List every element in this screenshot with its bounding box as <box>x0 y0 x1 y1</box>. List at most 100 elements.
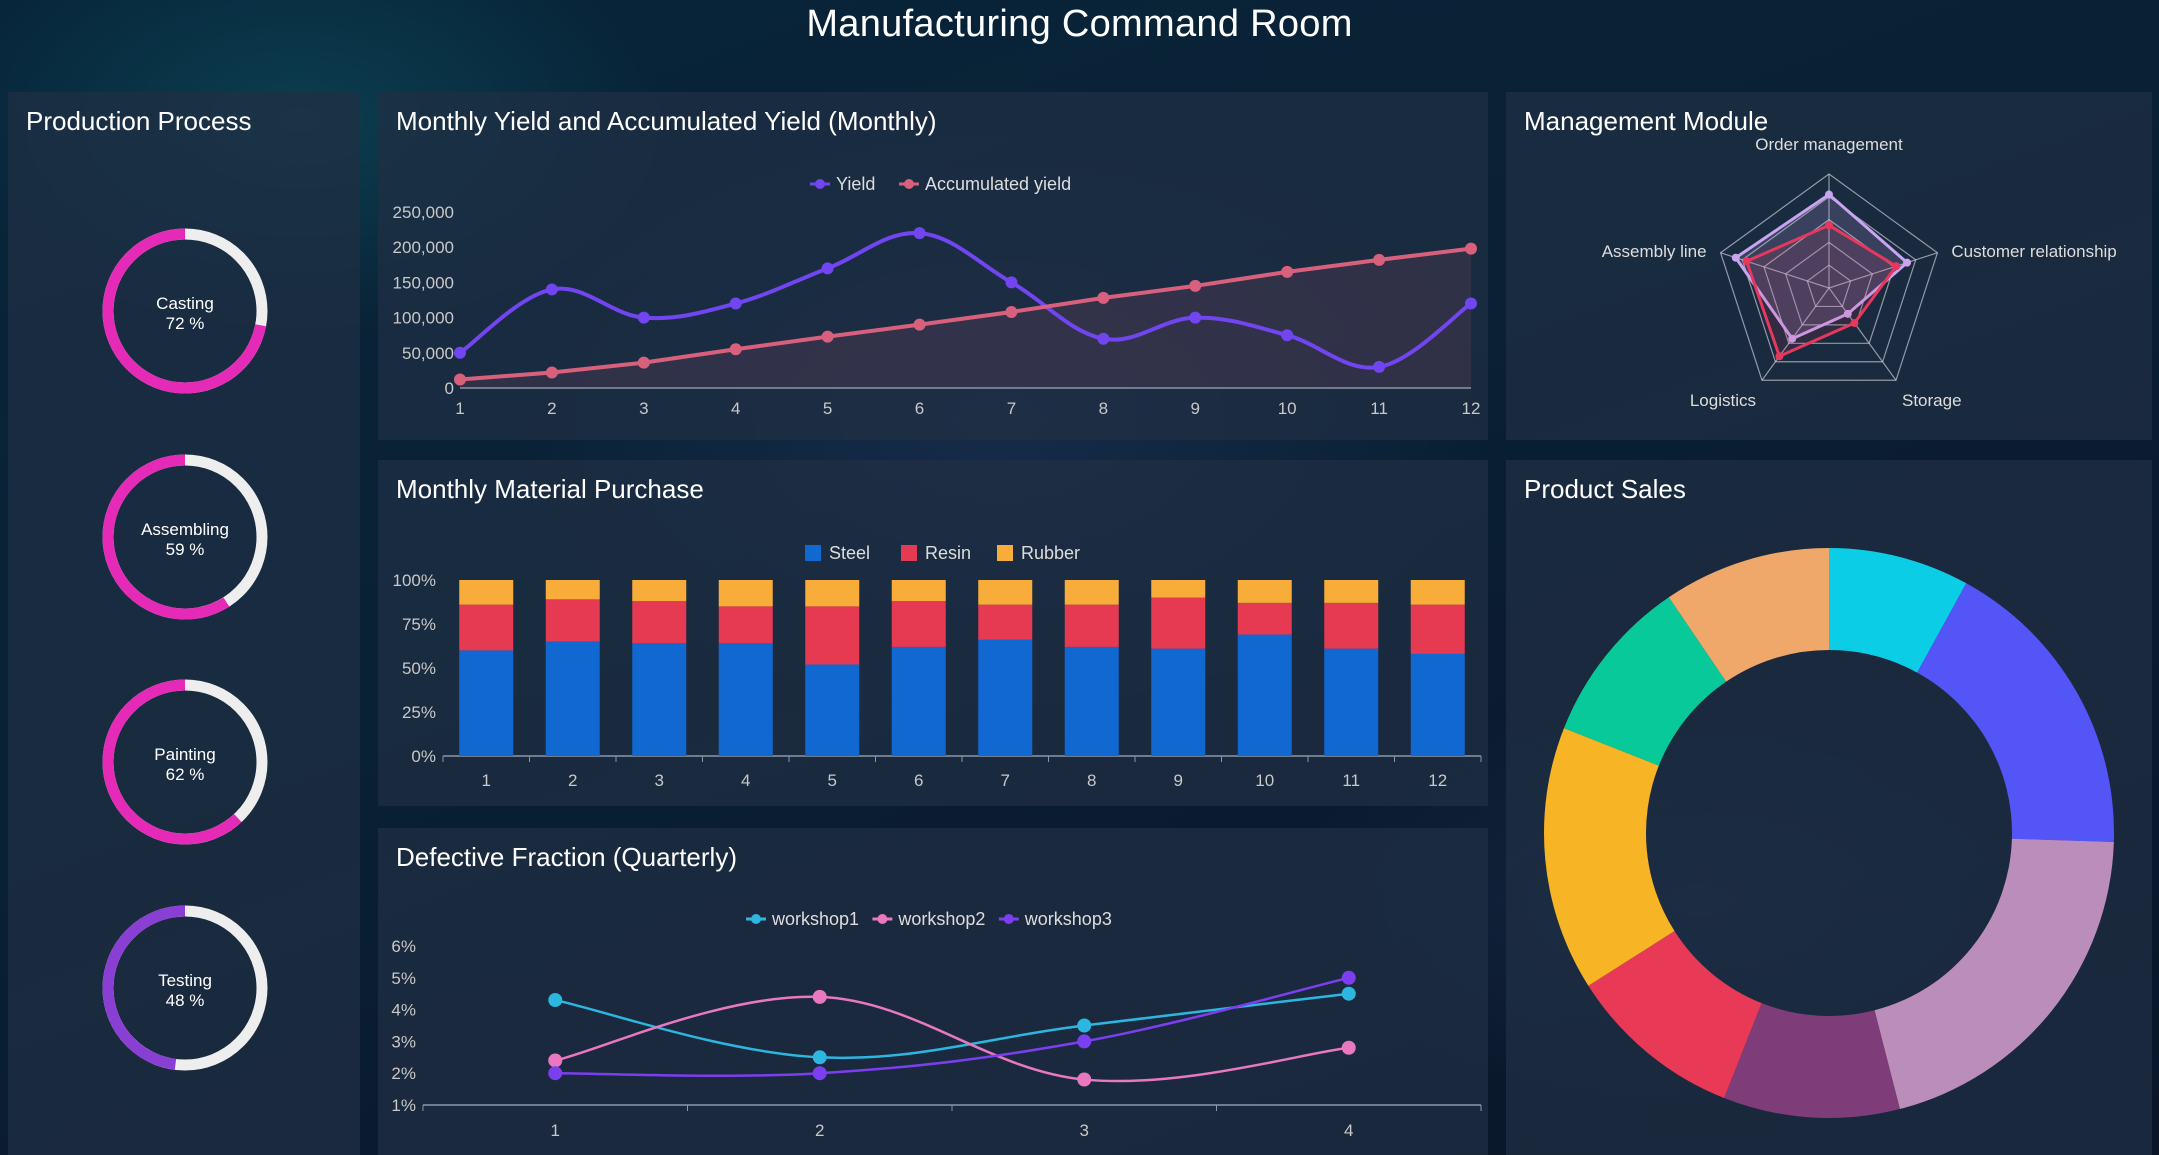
series-line <box>458 231 1473 370</box>
bar-rubber <box>632 580 687 602</box>
radar-axis-label: Assembly line <box>1602 242 1707 261</box>
bar-stack <box>891 580 946 756</box>
bar-resin <box>632 601 687 644</box>
gauge-value: 72 % <box>166 314 205 333</box>
x-tick-label: 12 <box>1428 771 1447 790</box>
gauge-label: Casting <box>156 294 214 313</box>
radar-axis-label: Storage <box>1902 391 1962 410</box>
production-process-panel: Production Process Casting 72 % Assembling… <box>8 92 360 1155</box>
pie-slice <box>1874 838 2114 1110</box>
x-tick-label: 1 <box>455 399 464 418</box>
data-point <box>729 297 742 310</box>
legend: Yield Accumulated yield <box>810 174 1071 194</box>
radar-point <box>1788 334 1797 343</box>
x-tick-label: 11 <box>1342 771 1360 790</box>
data-point <box>1341 1040 1356 1055</box>
radar-spoke <box>1828 252 1938 289</box>
bar-rubber <box>978 580 1033 605</box>
y-tick-label: 1% <box>391 1096 416 1115</box>
bar-rubber <box>718 580 773 607</box>
legend-marker <box>751 914 761 924</box>
radar-ring <box>1806 264 1852 308</box>
legend-label: workshop1 <box>771 909 859 929</box>
bar-resin <box>1324 602 1379 649</box>
data-point <box>1281 329 1294 342</box>
series-workshop3 <box>548 970 1356 1081</box>
data-point <box>1373 360 1386 373</box>
legend-marker <box>877 914 888 924</box>
data-point <box>821 262 834 275</box>
legend-label: Resin <box>925 543 971 563</box>
bar-rubber <box>545 580 600 600</box>
legend-item: workshop3 <box>998 909 1112 929</box>
radar-point <box>1892 262 1901 271</box>
legend-swatch <box>805 545 821 561</box>
bar-stack <box>978 580 1033 756</box>
bar-resin <box>978 604 1033 640</box>
material-panel: Monthly Material Purchase Steel Resin Rubb… <box>378 460 1488 806</box>
pie-slice <box>1668 548 1829 682</box>
data-point <box>1189 279 1202 292</box>
radar-ring <box>1784 241 1874 326</box>
panel-title: Monthly Material Purchase <box>396 474 704 504</box>
gauge-value: 59 % <box>166 540 205 559</box>
y-tick-label: 150,000 <box>393 273 454 292</box>
data-point <box>637 356 650 369</box>
data-point <box>545 283 558 296</box>
x-tick-label: 2 <box>547 399 556 418</box>
bar-steel <box>1324 648 1379 756</box>
series-accumulated-yield <box>454 242 1477 386</box>
radar-axis-label: Customer relationship <box>1951 242 2116 261</box>
legend-item: Accumulated yield <box>899 174 1071 194</box>
data-point <box>1077 1018 1092 1033</box>
x-tick-label: 2 <box>568 771 577 790</box>
panel-title: Production Process <box>26 106 252 136</box>
x-tick-label: 9 <box>1191 399 1200 418</box>
radar-point <box>1825 190 1833 199</box>
bar-stack <box>1410 580 1465 756</box>
bar-resin <box>459 604 514 651</box>
legend-item: workshop2 <box>872 909 985 929</box>
panel-title: Product Sales <box>1524 474 1686 504</box>
gauge-fill <box>102 679 268 845</box>
bar-resin <box>1237 602 1292 635</box>
gauge-fill <box>102 454 268 620</box>
bar-steel <box>1151 648 1206 756</box>
radar-axis-label: Logistics <box>1690 391 1756 410</box>
series-line <box>554 995 1349 1083</box>
legend-swatch <box>901 545 917 561</box>
data-point <box>913 318 926 331</box>
legend-marker <box>1003 914 1014 924</box>
bar-steel <box>545 641 600 756</box>
x-tick-label: 10 <box>1255 771 1274 790</box>
legend-item: Steel <box>805 543 870 563</box>
yield-chart: Yield Accumulated yield250,000200,000150,… <box>393 174 1481 418</box>
bar-rubber <box>805 580 860 607</box>
legend-marker <box>904 179 914 189</box>
y-tick-label: 6% <box>391 937 416 956</box>
radar-spoke <box>1761 287 1830 381</box>
bar-rubber <box>1151 580 1206 598</box>
bar-steel <box>1064 646 1119 756</box>
bar-stack <box>1237 580 1292 756</box>
legend: Steel Resin Rubber <box>805 543 1080 563</box>
x-tick-label: 2 <box>815 1121 824 1140</box>
y-tick-label: 250,000 <box>393 203 454 222</box>
panel-title: Monthly Yield and Accumulated Yield (Mon… <box>396 106 937 136</box>
legend-label: Steel <box>829 543 870 563</box>
y-tick-label: 50,000 <box>402 344 454 363</box>
y-tick-label: 100% <box>393 571 436 590</box>
legend-label: Accumulated yield <box>925 174 1071 194</box>
data-point <box>637 311 650 324</box>
x-tick-label: 4 <box>731 399 740 418</box>
y-tick-label: 0% <box>411 747 436 766</box>
data-point <box>545 366 558 379</box>
y-tick-label: 2% <box>391 1064 416 1083</box>
x-tick-label: 11 <box>1370 399 1388 418</box>
gauge-value: 62 % <box>166 765 205 784</box>
radar-axis-label: Order management <box>1755 135 1903 154</box>
series-line <box>459 246 1472 382</box>
